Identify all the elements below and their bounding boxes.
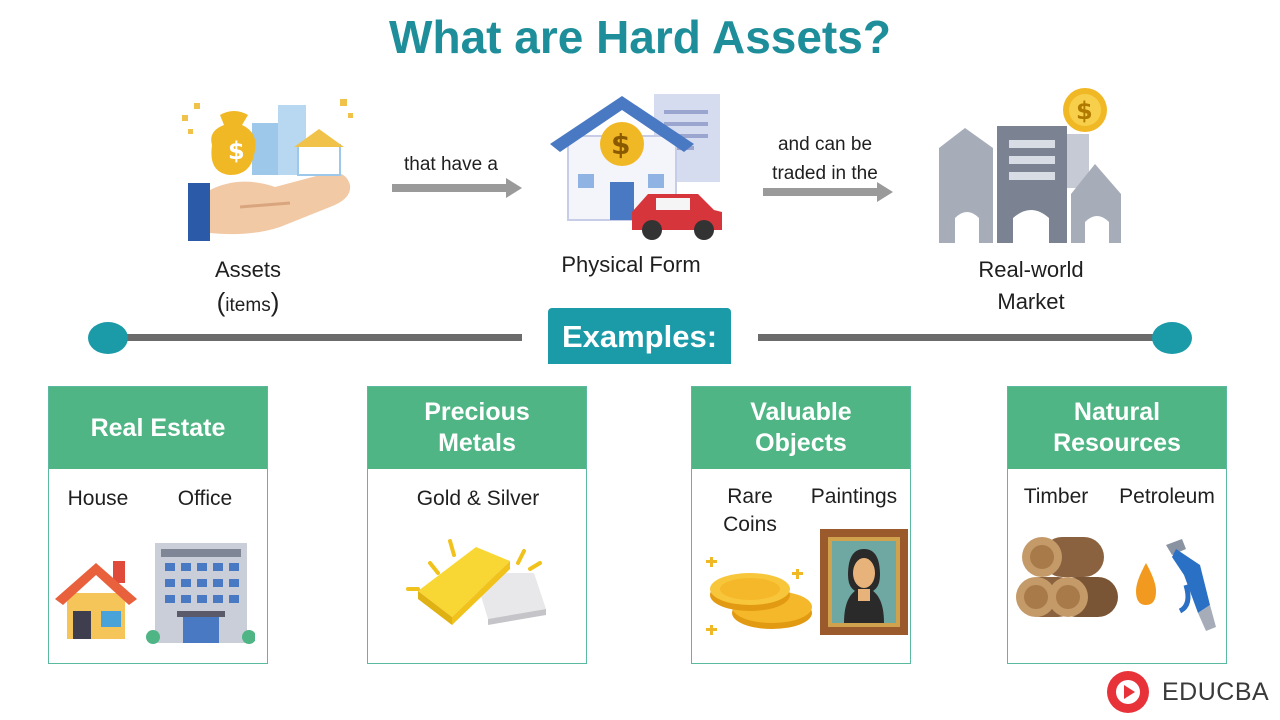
- fuel-pump-icon: [1136, 539, 1216, 631]
- educba-logo-text: EDUCBA: [1162, 678, 1270, 706]
- step-physical-form-label: Physical Form: [561, 252, 701, 277]
- house-car-document-icon: $: [550, 94, 722, 240]
- educba-logo: EDUCBA: [1104, 668, 1274, 716]
- assets-text: Assets: [214, 257, 282, 282]
- step-market-label: Real-world Market: [946, 254, 1116, 318]
- svg-text:$: $: [611, 128, 630, 161]
- market-line1: Real-world: [978, 257, 1084, 282]
- connector-text-1: that have a: [403, 154, 499, 175]
- card-title: Valuable Objects: [692, 387, 910, 469]
- svg-text:$: $: [1076, 97, 1093, 125]
- card-precious-metals: Precious Metals Gold & Silver: [367, 386, 587, 664]
- card-title: Precious Metals: [368, 387, 586, 469]
- item-rare-coins-label: Rare Coins: [723, 485, 777, 536]
- gold-bar-icon: [406, 539, 546, 625]
- card-title: Real Estate: [49, 387, 267, 469]
- painting-icon: [820, 529, 908, 635]
- card-title: Natural Resources: [1008, 387, 1226, 469]
- page-title: What are Hard Assets?: [389, 11, 891, 63]
- item-house-label: House: [67, 487, 129, 510]
- house-icon: [55, 561, 137, 639]
- timeline-line-left: [110, 334, 522, 341]
- timeline-dot-right: [1152, 322, 1192, 354]
- svg-text:$: $: [228, 137, 245, 165]
- market-line2: Market: [997, 289, 1065, 314]
- connector-2-line1: and can be: [777, 134, 873, 155]
- assets-items-text: (items): [216, 287, 280, 317]
- examples-badge: Examples:: [548, 308, 731, 364]
- item-petroleum-label: Petroleum: [1119, 485, 1215, 508]
- educba-logo-icon: [1107, 671, 1149, 713]
- card-natural-resources: Natural Resources Timber Petroleum: [1007, 386, 1227, 664]
- item-timber-label: Timber: [1023, 485, 1089, 508]
- connector-text-2: and can be traded in the: [752, 130, 898, 188]
- card-valuable-objects: Valuable Objects Rare Coins Paintings: [691, 386, 911, 664]
- timeline-line-right: [758, 334, 1172, 341]
- arrow-right-icon: [763, 182, 893, 202]
- city-buildings-icon: $: [939, 88, 1121, 243]
- timber-logs-icon: [1016, 537, 1118, 617]
- connector-2-line2: traded in the: [772, 163, 878, 184]
- card-real-estate: Real Estate House Office: [48, 386, 268, 664]
- item-gold-silver-label: Gold & Silver: [416, 487, 540, 510]
- arrow-right-icon: [392, 178, 522, 198]
- timeline-dot-left: [88, 322, 128, 354]
- office-building-icon: [146, 543, 255, 644]
- gold-coins-icon: [706, 557, 812, 635]
- money-bag-hand-icon: $: [182, 99, 353, 241]
- item-paintings-label: Paintings: [810, 485, 898, 508]
- item-office-label: Office: [177, 487, 233, 510]
- step-assets-label: Assets (items): [188, 254, 308, 322]
